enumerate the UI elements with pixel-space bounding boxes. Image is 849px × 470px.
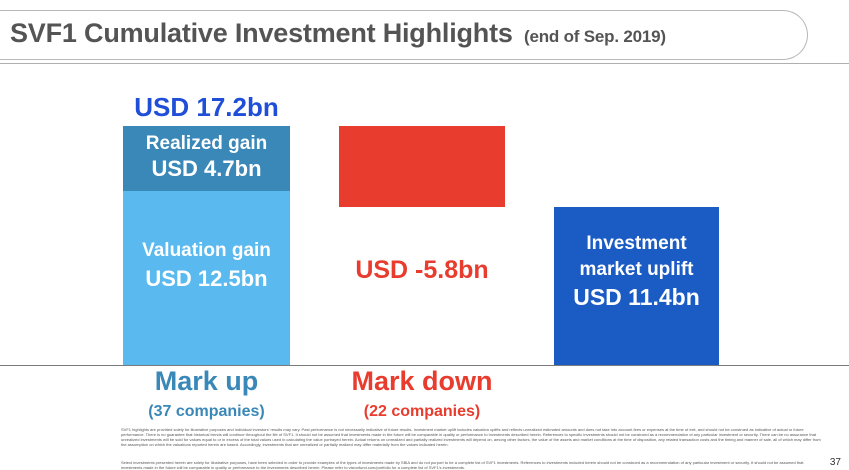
footnote-selection: Select investments presented herein are … [121, 460, 804, 470]
valuation-gain-value: USD 12.5bn [145, 266, 268, 292]
title-bar [0, 10, 808, 60]
bar-realized-gain: Realized gain USD 4.7bn [123, 125, 290, 192]
header-divider [0, 63, 849, 64]
realized-gain-label: Realized gain [145, 132, 268, 154]
bar-valuation-gain: Valuation gain USD 12.5bn [123, 191, 290, 365]
markup-total-label: USD 17.2bn [134, 92, 279, 122]
bar-investment-market-uplift: Investment market uplift USD 11.4bn [554, 206, 719, 365]
category-mark-down-name: Mark down [351, 366, 493, 396]
footnote-disclaimer: SVF1 highlights are provided solely for … [121, 427, 821, 447]
bar-mark-down [339, 125, 505, 207]
title-text: SVF1 Cumulative Investment Highlights [10, 18, 513, 48]
category-mark-up-name: Mark up [154, 366, 259, 396]
uplift-label: Investment market uplift [579, 232, 694, 280]
page-title: SVF1 Cumulative Investment Highlights (e… [10, 18, 666, 49]
chart-baseline [0, 365, 849, 366]
valuation-gain-label: Valuation gain [142, 240, 271, 262]
category-mark-down-count: (22 companies) [363, 403, 481, 420]
page-number: 37 [829, 457, 841, 468]
realized-gain-value: USD 4.7bn [151, 155, 262, 181]
category-mark-up-count: (37 companies) [148, 403, 265, 420]
markdown-total-label: USD -5.8bn [355, 256, 489, 284]
title-subtitle: (end of Sep. 2019) [524, 27, 666, 46]
uplift-value: USD 11.4bn [573, 283, 700, 310]
